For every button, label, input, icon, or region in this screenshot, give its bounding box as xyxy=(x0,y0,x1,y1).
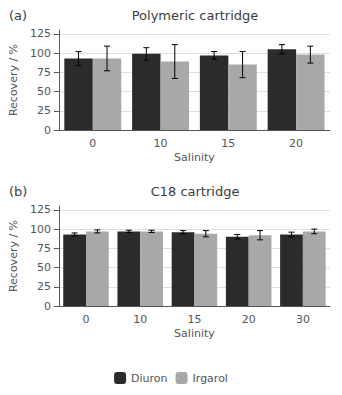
svg-text:0: 0 xyxy=(44,300,51,313)
svg-text:50: 50 xyxy=(37,261,51,274)
svg-text:0: 0 xyxy=(83,313,90,326)
svg-text:125: 125 xyxy=(30,27,51,40)
svg-text:10: 10 xyxy=(133,313,147,326)
svg-text:0: 0 xyxy=(89,137,96,150)
svg-text:Irgarol: Irgarol xyxy=(193,372,228,385)
svg-text:50: 50 xyxy=(37,85,51,98)
svg-text:(b): (b) xyxy=(9,184,27,199)
svg-text:30: 30 xyxy=(296,313,310,326)
svg-text:Salinity: Salinity xyxy=(174,151,215,164)
svg-text:Diuron: Diuron xyxy=(131,372,168,385)
svg-text:C18 cartridge: C18 cartridge xyxy=(151,184,240,199)
svg-text:Recovery / %: Recovery / % xyxy=(7,220,20,292)
svg-text:100: 100 xyxy=(30,47,51,60)
svg-text:10: 10 xyxy=(154,137,168,150)
svg-text:15: 15 xyxy=(187,313,201,326)
svg-text:(a): (a) xyxy=(9,8,27,23)
svg-text:25: 25 xyxy=(37,280,51,293)
svg-text:Salinity: Salinity xyxy=(174,327,215,340)
svg-text:Recovery / %: Recovery / % xyxy=(7,44,20,116)
svg-text:Polymeric cartridge: Polymeric cartridge xyxy=(132,8,259,23)
svg-text:25: 25 xyxy=(37,104,51,117)
svg-text:75: 75 xyxy=(37,66,51,79)
svg-text:0: 0 xyxy=(44,124,51,137)
svg-text:20: 20 xyxy=(289,137,303,150)
svg-text:15: 15 xyxy=(221,137,235,150)
svg-text:20: 20 xyxy=(242,313,256,326)
svg-text:75: 75 xyxy=(37,242,51,255)
svg-text:100: 100 xyxy=(30,223,51,236)
svg-text:125: 125 xyxy=(30,203,51,216)
